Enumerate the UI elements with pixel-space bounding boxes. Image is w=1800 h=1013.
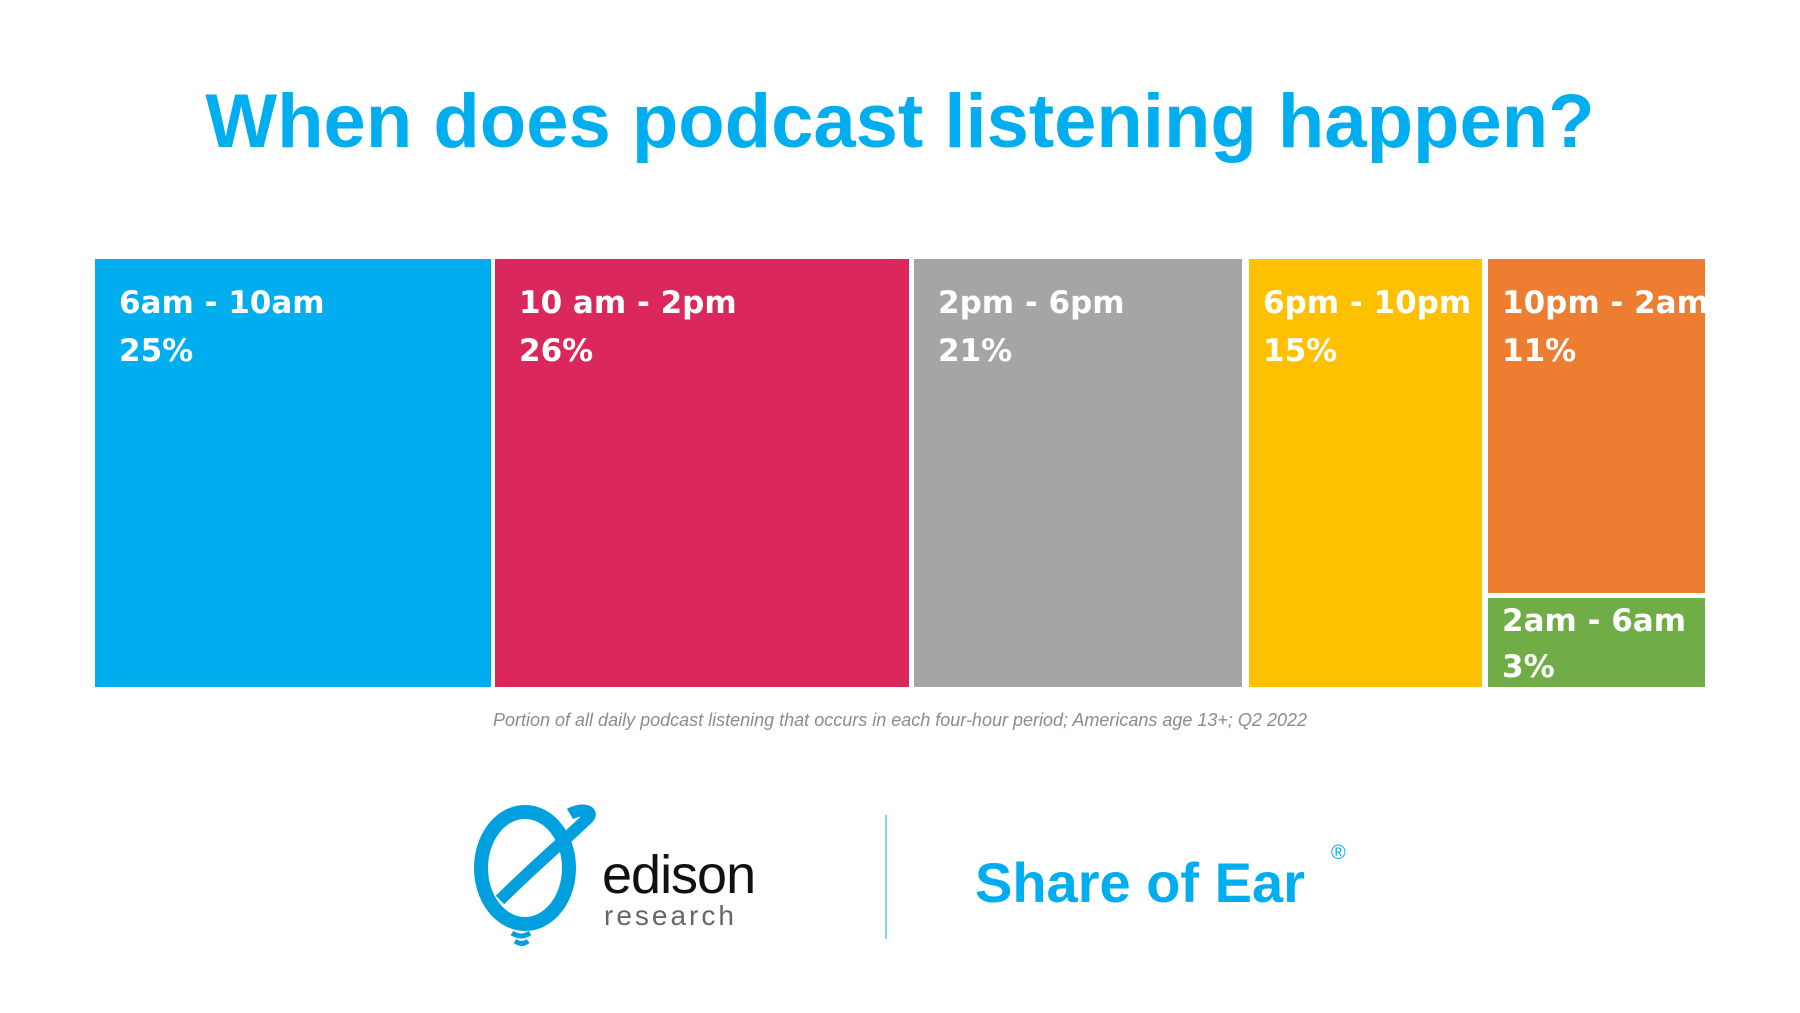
- tile-value: 15%: [1263, 333, 1338, 369]
- chart-title: When does podcast listening happen?: [205, 79, 1595, 164]
- tile-value: 21%: [938, 333, 1013, 369]
- registered-mark: ®: [1331, 842, 1346, 864]
- tile-label: 10 am - 2pm: [519, 285, 737, 321]
- logo-divider: [885, 815, 887, 939]
- edison-research-logo: edison research: [470, 800, 800, 950]
- share-of-ear-logo: Share of Ear: [975, 851, 1305, 914]
- tile-10am-2pm: 10 am - 2pm 26%: [495, 259, 909, 687]
- chart-caption: Portion of all daily podcast listening t…: [493, 710, 1307, 730]
- tile-value: 11%: [1502, 333, 1577, 369]
- tile-10pm-2am: 10pm - 2am 11%: [1488, 259, 1709, 593]
- tile-label: 6pm - 10pm: [1263, 285, 1472, 321]
- tile-2am-6am: 2am - 6am 3%: [1488, 598, 1705, 687]
- tile-label: 2pm - 6pm: [938, 285, 1125, 321]
- tile-2pm-6pm: 2pm - 6pm 21%: [914, 259, 1242, 687]
- tile-label: 6am - 10am: [119, 285, 325, 321]
- research-wordmark: research: [604, 900, 737, 931]
- tile-6pm-10pm: 6pm - 10pm 15%: [1249, 259, 1482, 687]
- tile-label: 2am - 6am: [1502, 603, 1687, 639]
- edison-wordmark: edison: [602, 845, 756, 905]
- tile-value: 26%: [519, 333, 594, 369]
- lightbulb-orbit-icon: [474, 804, 596, 946]
- tile-value: 3%: [1502, 649, 1555, 685]
- tile-6am-10am: 6am - 10am 25%: [95, 259, 491, 687]
- tile-label: 10pm - 2am: [1502, 285, 1709, 321]
- tile-value: 25%: [119, 333, 194, 369]
